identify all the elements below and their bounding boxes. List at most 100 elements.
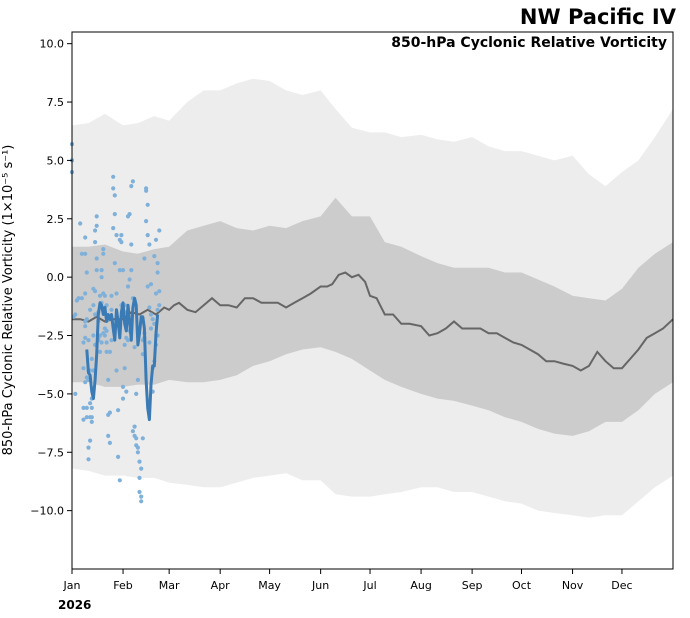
member-point (157, 228, 162, 233)
member-point (112, 261, 117, 266)
y-tick-label: −5.0 (37, 388, 64, 401)
member-point (81, 405, 86, 410)
member-point (89, 405, 94, 410)
member-point (81, 417, 86, 422)
member-point (84, 415, 89, 420)
x-tick-label: Nov (562, 579, 584, 592)
member-point (84, 317, 89, 322)
chart-subtitle: 850-hPa Cyclonic Relative Vorticity (391, 35, 667, 51)
member-point (125, 338, 131, 343)
member-point (93, 289, 98, 294)
x-tick-label: Jun (311, 579, 329, 592)
member-point (89, 415, 94, 420)
member-point (97, 349, 103, 354)
member-point (86, 445, 91, 450)
member-point (157, 289, 162, 294)
member-point (104, 328, 109, 333)
member-point (139, 494, 144, 499)
member-point (88, 307, 93, 312)
member-point (144, 188, 149, 193)
member-point (155, 261, 160, 266)
member-point (134, 391, 139, 396)
member-point (134, 436, 139, 441)
member-point (94, 223, 99, 228)
y-tick-label: 7.5 (47, 96, 65, 109)
member-point (91, 303, 96, 308)
y-tick-label: 5.0 (47, 154, 65, 167)
x-axis: Jan Feb Mar Apr May Jun Jul Aug Sep Oct Nov Dec (63, 569, 633, 592)
member-point (89, 419, 94, 424)
member-point (109, 307, 114, 312)
plot-frame (71, 31, 674, 570)
inner-quartile-band (72, 197, 673, 436)
member-point (86, 457, 91, 462)
member-point (140, 436, 145, 441)
member-point (88, 401, 93, 406)
member-point (135, 445, 140, 450)
member-point (107, 440, 112, 445)
member-point (157, 303, 162, 308)
member-point (148, 312, 154, 317)
member-point (147, 305, 152, 310)
member-point (127, 212, 132, 217)
member-point (144, 219, 149, 224)
member-point (111, 174, 116, 179)
member-point (120, 396, 126, 401)
x-tick-label: Feb (113, 579, 132, 592)
member-point (106, 433, 111, 438)
member-point (145, 284, 150, 289)
member-point (119, 233, 124, 238)
plot-area (69, 32, 674, 569)
member-point (112, 193, 117, 198)
member-point (130, 179, 135, 184)
member-point (97, 293, 103, 298)
y-tick-label: −2.5 (37, 330, 64, 343)
member-point (114, 233, 119, 238)
member-point (76, 296, 81, 301)
y-tick-label: −7.5 (37, 446, 64, 459)
member-point (109, 293, 114, 298)
member-point (155, 270, 160, 275)
member-point (130, 429, 135, 434)
y-tick-label: 0.0 (47, 271, 65, 284)
member-point (99, 275, 104, 280)
member-point (132, 424, 137, 429)
member-point (147, 242, 152, 247)
x-tick-label: Dec (611, 579, 632, 592)
member-point (84, 405, 89, 410)
year-label: 2026 (58, 598, 91, 612)
member-point (104, 349, 109, 354)
x-tick-label: May (258, 579, 281, 592)
member-point (148, 282, 154, 287)
x-tick-label: Mar (159, 579, 180, 592)
member-point (129, 184, 134, 189)
member-point (84, 270, 89, 275)
member-point (107, 410, 112, 415)
member-point (104, 340, 109, 345)
member-point (111, 226, 116, 231)
member-point (112, 212, 117, 217)
member-point (145, 202, 150, 207)
x-tick-label: Apr (211, 579, 231, 592)
y-tick-label: 2.5 (47, 213, 65, 226)
member-point (153, 237, 159, 242)
member-point (73, 312, 78, 317)
member-point (119, 240, 124, 245)
member-point (94, 214, 99, 219)
member-point (101, 247, 106, 252)
member-point (83, 324, 88, 329)
member-point (111, 186, 116, 191)
member-point (91, 333, 96, 338)
member-point (106, 377, 111, 382)
member-point (93, 228, 98, 233)
member-point (79, 296, 84, 301)
member-point (145, 233, 150, 238)
member-point (93, 240, 98, 245)
x-tick-label: Oct (512, 579, 532, 592)
member-point (137, 489, 142, 495)
member-point (137, 475, 142, 480)
member-point (132, 345, 137, 350)
member-point (135, 450, 140, 455)
member-point (120, 384, 126, 389)
